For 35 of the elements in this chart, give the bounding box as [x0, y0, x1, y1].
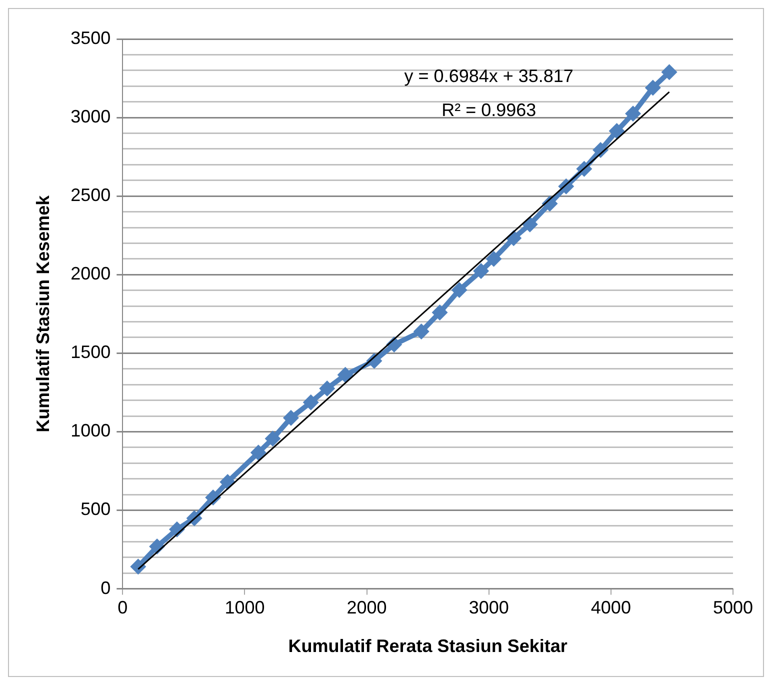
point: [522, 216, 538, 232]
annotation: R² = 0.9963: [442, 100, 536, 120]
point: [319, 380, 336, 397]
point: [486, 250, 502, 267]
y-tick-label: 0: [100, 578, 111, 598]
point: [282, 410, 299, 426]
y-tick-label: 1000: [70, 420, 111, 441]
x-axis-title: Kumulatif Rerata Stasiun Sekitar: [288, 636, 568, 656]
y-tick-label: 3000: [70, 106, 111, 127]
x-tick-label: 4000: [590, 598, 631, 618]
point: [337, 366, 354, 383]
x-tick-label: 2000: [346, 598, 387, 618]
point: [413, 323, 430, 340]
y-tick-label: 1500: [70, 342, 111, 362]
point: [608, 123, 625, 140]
point: [302, 394, 319, 410]
point: [451, 282, 468, 298]
x-tick-label: 3000: [468, 598, 509, 618]
point: [661, 64, 678, 80]
annotation: y = 0.6984x + 35.817: [404, 66, 574, 86]
x-tick-label: 1000: [224, 598, 265, 618]
x-tick-label: 0: [118, 598, 128, 618]
y-tick-label: 3500: [70, 28, 111, 48]
y-axis-title: Kumulatif Stasiun Kesemek: [32, 194, 53, 432]
point: [432, 304, 448, 320]
point: [625, 106, 642, 122]
point: [473, 263, 490, 280]
point: [644, 80, 661, 96]
x-tick-label: 5000: [712, 598, 754, 618]
point: [250, 444, 266, 461]
point: [264, 430, 281, 447]
y-tick-label: 2000: [70, 264, 111, 284]
point: [130, 558, 146, 575]
y-tick-label: 2500: [70, 185, 111, 206]
y-tick-label: 500: [80, 499, 111, 520]
